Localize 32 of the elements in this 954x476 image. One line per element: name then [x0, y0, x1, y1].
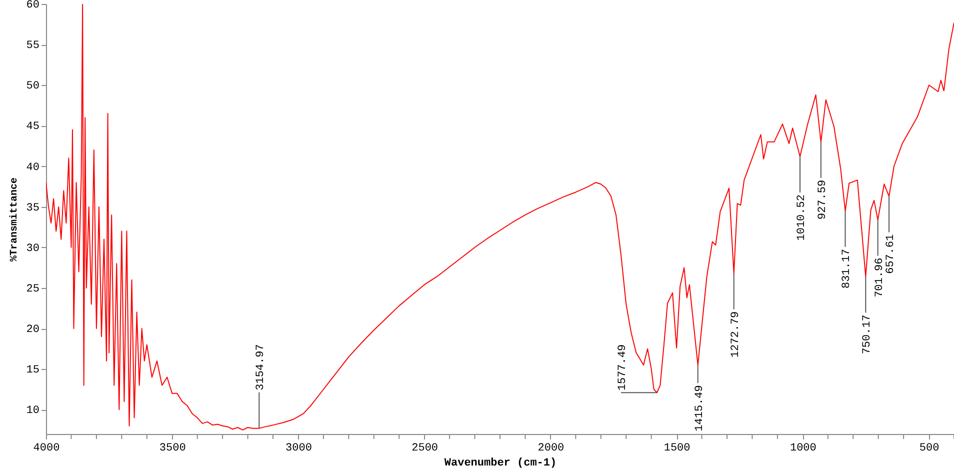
- annotation: 1577.49: [617, 344, 630, 391]
- y-tick-label: 25: [26, 283, 40, 296]
- y-axis-title: %Transmittance: [8, 177, 20, 262]
- y-tick-label: 35: [26, 202, 40, 214]
- annotation: 831.17: [841, 248, 854, 288]
- x-tick-label: 1000: [790, 442, 816, 454]
- x-tick-label: 2500: [412, 442, 438, 454]
- y-tick-label: 30: [26, 242, 40, 255]
- x-tick-label: 4000: [33, 442, 60, 454]
- annotation: 701.96: [874, 258, 886, 298]
- line-series: [46, 4, 954, 430]
- x-tick-label: 3000: [286, 442, 312, 454]
- annotation: 927.59: [816, 180, 829, 220]
- y-tick-label: 60: [26, 0, 40, 12]
- annotation: 1010.52: [796, 194, 808, 241]
- x-tick-label: 3500: [159, 442, 186, 454]
- x-tick-label: 2000: [538, 442, 564, 454]
- x-axis-title: Wavenumber (cm-1): [444, 458, 557, 470]
- annotation: 657.61: [885, 234, 898, 274]
- x-tick-label: 1500: [664, 442, 690, 454]
- y-tick-label: 40: [26, 162, 40, 174]
- y-tick-label: 50: [26, 80, 40, 93]
- y-tick-label: 55: [26, 40, 40, 52]
- annotation: 3154.97: [255, 344, 268, 390]
- x-tick-label: 500: [919, 442, 940, 454]
- y-tick-label: 20: [26, 324, 40, 336]
- y-tick-label: 45: [26, 121, 40, 134]
- annotation: 1272.79: [730, 311, 742, 358]
- annotation: 1415.49: [694, 385, 706, 432]
- annotation: 750.17: [862, 314, 874, 354]
- y-tick-label: 15: [26, 364, 40, 377]
- y-tick-label: 10: [26, 405, 40, 418]
